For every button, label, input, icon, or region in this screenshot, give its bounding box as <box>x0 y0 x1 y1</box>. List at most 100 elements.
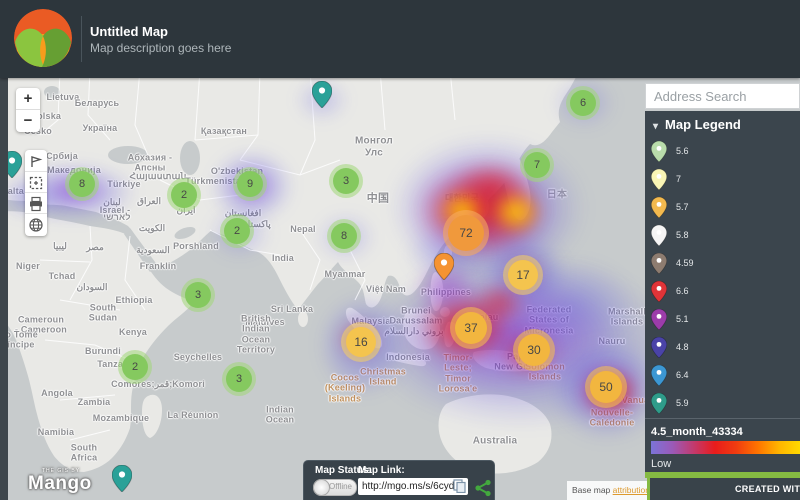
map-country-label: Namibia <box>37 426 75 437</box>
cluster-marker[interactable]: 8 <box>65 167 99 201</box>
legend-item: 4.8 <box>649 333 800 361</box>
map-country-label: پاکستان <box>241 218 271 229</box>
heat-low-label: Low <box>651 458 672 470</box>
cluster-count: 2 <box>224 218 250 244</box>
map-country-label: Türkmenistan <box>185 175 247 186</box>
map-country-label: Porshland <box>173 240 219 251</box>
map-status-toggle[interactable]: Offline <box>313 479 357 496</box>
legend-separator <box>645 418 800 419</box>
legend-item: 6.6 <box>649 277 800 305</box>
teal-pin[interactable] <box>112 465 132 497</box>
map-country-label: Brunei Darussalam <box>389 305 443 326</box>
toggle-knob[interactable] <box>313 479 330 496</box>
cluster-count: 6 <box>570 90 596 116</box>
app-header: Untitled Map Map description goes here <box>0 0 800 78</box>
legend-item: 7 <box>649 165 800 193</box>
print-button[interactable] <box>25 192 47 213</box>
measure-tool-button[interactable] <box>25 150 47 171</box>
map-country-label: Vanuatu <box>621 394 659 405</box>
cluster-marker[interactable]: 9 <box>233 167 267 201</box>
basemap-globe-button[interactable] <box>25 213 47 234</box>
map-country-label: Sri Lanka <box>270 303 314 314</box>
legend-pin-icon <box>651 309 667 330</box>
map-country-label: Indonesia <box>386 351 430 362</box>
cluster-marker[interactable]: 6 <box>566 86 600 120</box>
legend-item: 4.59 <box>649 249 800 277</box>
map-country-label: مصر <box>86 241 104 252</box>
map-country-label: South Africa <box>70 442 98 463</box>
map-country-label: O'zbekistan <box>210 165 264 176</box>
cluster-count: 8 <box>69 171 95 197</box>
map-link-field-wrap <box>358 478 468 495</box>
map-country-label: Australia <box>472 435 518 447</box>
legend-header[interactable]: ▾ Map Legend <box>653 117 741 132</box>
cluster-count: 16 <box>346 327 376 357</box>
sidebar-footer-strip <box>645 472 800 478</box>
map-country-label: Burundi <box>85 345 121 356</box>
cluster-count: 3 <box>226 366 252 392</box>
legend-item-value: 4.59 <box>676 258 694 268</box>
copy-link-button[interactable] <box>452 479 467 494</box>
map-country-label: افغانستان <box>224 207 262 218</box>
cluster-count: 7 <box>524 152 550 178</box>
measure-icon <box>31 155 43 167</box>
map-country-label: 中国 <box>366 192 390 205</box>
cluster-marker[interactable]: 30 <box>513 329 555 371</box>
legend-pin-icon <box>651 393 667 414</box>
heat-gradient-bar <box>651 441 800 454</box>
map-country-label: Franklin <box>139 260 177 271</box>
header-divider <box>81 16 82 62</box>
cluster-count: 8 <box>331 223 357 249</box>
created-with-badge[interactable]: CREATED WITH <box>647 478 800 500</box>
map-country-label: Việt Nam <box>366 283 406 294</box>
map-country-label: 日本 <box>546 189 568 201</box>
cluster-marker[interactable]: 50 <box>585 366 627 408</box>
map-tools <box>25 150 47 236</box>
mango-logo[interactable] <box>13 8 73 68</box>
legend-item-value: 7 <box>676 174 682 184</box>
cluster-marker[interactable]: 7 <box>520 148 554 182</box>
map-country-label: לארשי <box>103 211 131 222</box>
cluster-marker[interactable]: 17 <box>503 255 543 295</box>
map-country-label: Ethiopia <box>115 294 153 305</box>
map-country-label: Lietuva <box>46 91 80 102</box>
zoom-extent-button[interactable] <box>25 171 47 192</box>
zoom-out-button[interactable]: − <box>16 110 40 132</box>
legend-pin-icon <box>651 225 667 246</box>
map-country-label: Tchad <box>48 270 76 281</box>
map-country-label: Philippines <box>420 286 472 297</box>
legend-item: 5.7 <box>649 193 800 221</box>
globe-icon <box>29 218 43 232</box>
teal-pin[interactable] <box>312 81 332 113</box>
cluster-count: 3 <box>185 282 211 308</box>
cluster-marker[interactable]: 37 <box>450 307 492 349</box>
cluster-count: 50 <box>590 371 622 403</box>
attribution-link[interactable]: attribution <box>612 485 650 495</box>
cluster-marker[interactable]: 72 <box>443 210 489 256</box>
cluster-marker[interactable]: 3 <box>181 278 215 312</box>
cluster-marker[interactable]: 2 <box>167 178 201 212</box>
cluster-count: 9 <box>237 171 263 197</box>
created-with-text: CREATED WITH <box>735 484 800 494</box>
cluster-marker[interactable]: 3 <box>329 164 363 198</box>
legend-item: 5.6 <box>649 137 800 165</box>
map-country-label: Türkiye <box>107 178 141 189</box>
orange-pin[interactable] <box>434 253 454 285</box>
cluster-marker[interactable]: 3 <box>222 362 256 396</box>
address-search-input[interactable] <box>645 83 800 109</box>
cluster-marker[interactable]: 8 <box>327 219 361 253</box>
zoom-in-button[interactable]: + <box>16 88 40 110</box>
legend-pin-icon <box>651 365 667 386</box>
copy-icon <box>453 479 466 494</box>
map-link-input[interactable] <box>358 478 454 495</box>
legend-item-value: 4.8 <box>676 342 689 352</box>
map-country-label: لبنان <box>103 196 121 207</box>
map-country-label: Cameroun - Cameroon <box>14 314 68 335</box>
map-country-label: السعودية <box>136 244 170 255</box>
cluster-marker[interactable]: 16 <box>341 322 381 362</box>
share-button[interactable] <box>474 479 492 497</box>
cluster-marker[interactable]: 2 <box>118 350 152 384</box>
heat-layer-name: 4.5_month_43334 <box>651 426 743 438</box>
map-country-label: Angola <box>41 387 73 398</box>
cluster-marker[interactable]: 2 <box>220 214 254 248</box>
